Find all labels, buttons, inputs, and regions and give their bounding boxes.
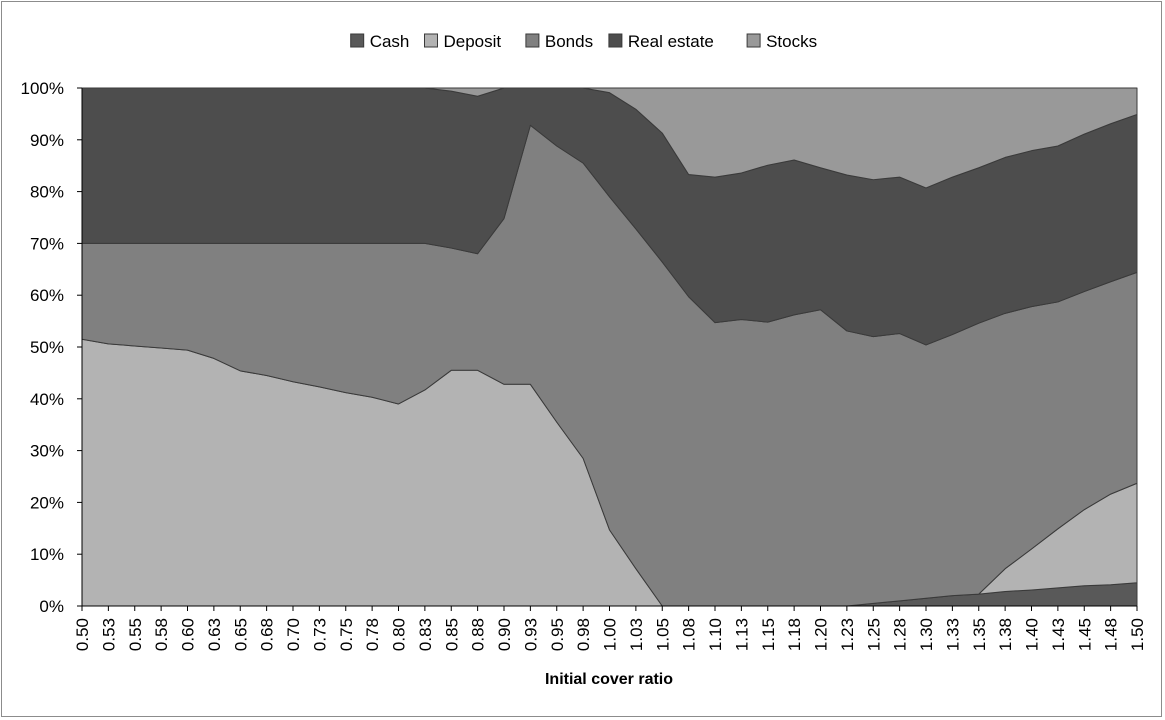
legend: Cash Deposit Bonds Real estate Stocks — [350, 32, 817, 51]
x-tick-label: 1.45 — [1075, 618, 1094, 651]
legend-swatch-deposit — [424, 33, 438, 48]
x-tick-label: 0.78 — [363, 618, 382, 651]
y-tick-label: 0% — [39, 597, 64, 616]
y-tick-label: 70% — [30, 234, 64, 253]
x-tick-label: 0.65 — [231, 618, 250, 651]
area-stocks — [81, 87, 1138, 189]
area-layers — [81, 87, 1138, 607]
legend-label-deposit: Deposit — [444, 32, 502, 51]
x-tick-label: 0.93 — [521, 618, 540, 651]
x-tick-label: 1.28 — [891, 618, 910, 651]
x-tick-label: 0.70 — [284, 618, 303, 651]
legend-swatch-bonds — [525, 33, 540, 48]
legend-label-cash: Cash — [370, 32, 410, 51]
x-tick-label: 1.25 — [864, 618, 883, 651]
y-tick-label: 20% — [30, 493, 64, 512]
x-tick-label: 1.08 — [680, 618, 699, 651]
x-tick-label: 1.40 — [1023, 618, 1042, 651]
legend-label-bonds: Bonds — [545, 32, 593, 51]
y-axis: 0% 10% 20% 30% 40% 50% 60% 70% 80% 90% 100% — [21, 79, 83, 616]
x-tick-label: 0.50 — [73, 618, 92, 651]
x-tick-label: 1.50 — [1128, 618, 1147, 651]
x-tick-label: 0.60 — [179, 618, 198, 651]
x-tick-label: 0.80 — [390, 618, 409, 651]
x-tick-label: 1.33 — [943, 618, 962, 651]
x-tick-label: 1.35 — [970, 618, 989, 651]
y-tick-label: 60% — [30, 286, 64, 305]
legend-swatch-cash — [350, 33, 365, 48]
x-tick-label: 0.68 — [258, 618, 277, 651]
x-tick-label: 1.43 — [1049, 618, 1068, 651]
x-tick-label: 1.38 — [996, 618, 1015, 651]
y-tick-label: 90% — [30, 131, 64, 150]
x-tick-label: 0.90 — [495, 618, 514, 651]
y-tick-label: 40% — [30, 390, 64, 409]
x-tick-label: 0.95 — [548, 618, 567, 651]
x-tick-label: 1.18 — [785, 618, 804, 651]
x-tick-label: 1.03 — [627, 618, 646, 651]
x-tick-label: 1.30 — [917, 618, 936, 651]
x-tick-label: 1.05 — [653, 618, 672, 651]
x-tick-label: 0.53 — [99, 618, 118, 651]
x-tick-label: 1.13 — [732, 618, 751, 651]
x-tick-label: 1.23 — [838, 618, 857, 651]
x-tick-label: 0.73 — [310, 618, 329, 651]
y-tick-label: 30% — [30, 442, 64, 461]
y-tick-label: 10% — [30, 545, 64, 564]
x-tick-label: 0.63 — [205, 618, 224, 651]
x-tick-label: 0.83 — [416, 618, 435, 651]
x-tick-label: 1.10 — [706, 618, 725, 651]
x-axis: 0.50 0.53 0.55 0.58 0.60 0.63 0.65 0.68 0.70 0.73… — [73, 605, 1147, 651]
x-tick-label: 0.88 — [469, 618, 488, 651]
legend-swatch-real-estate — [608, 33, 623, 48]
x-tick-label: 0.98 — [574, 618, 593, 651]
x-tick-label: 1.48 — [1102, 618, 1121, 651]
legend-label-real-estate: Real estate — [628, 32, 714, 51]
x-tick-label: 0.58 — [152, 618, 171, 651]
legend-label-stocks: Stocks — [766, 32, 817, 51]
y-tick-label: 100% — [21, 79, 64, 98]
x-tick-label: 0.85 — [442, 618, 461, 651]
legend-swatch-stocks — [746, 33, 761, 48]
y-tick-label: 80% — [30, 183, 64, 202]
x-tick-label: 1.00 — [601, 618, 620, 651]
x-tick-label: 0.75 — [337, 618, 356, 651]
x-tick-label: 0.55 — [126, 618, 145, 651]
x-tick-label: 1.15 — [759, 618, 778, 651]
x-tick-label: 1.20 — [812, 618, 831, 651]
x-axis-title: Initial cover ratio — [545, 671, 673, 688]
y-tick-label: 50% — [30, 338, 64, 357]
